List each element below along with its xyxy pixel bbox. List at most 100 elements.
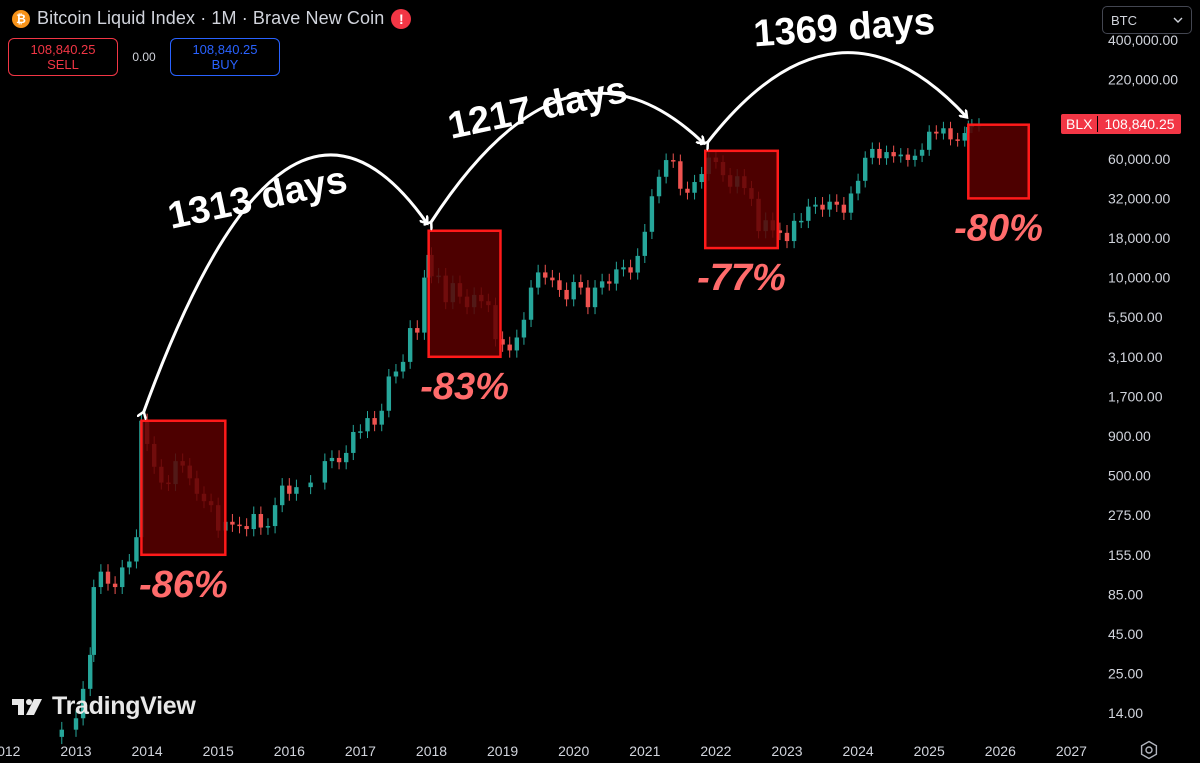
candle-body bbox=[336, 457, 342, 463]
y-tick-label: 85.00 bbox=[1108, 586, 1143, 602]
candle-body bbox=[251, 514, 256, 530]
chart-title: Bitcoin Liquid Index · 1M · Brave New Co… bbox=[37, 8, 385, 28]
candle-body bbox=[699, 174, 704, 183]
buy-price: 108,840.25 bbox=[192, 42, 258, 57]
candle-body bbox=[685, 188, 690, 193]
candle-body bbox=[912, 155, 918, 160]
drawdown-boxes-layer: -86% -83% -77% -80% bbox=[139, 123, 1043, 606]
candle-body bbox=[98, 571, 104, 588]
candle-body bbox=[941, 128, 946, 134]
y-tick-label: 25.00 bbox=[1108, 666, 1143, 682]
candle-body bbox=[870, 148, 875, 158]
candle-body bbox=[351, 431, 356, 453]
x-tick-label: 2013 bbox=[60, 743, 91, 759]
candle-body bbox=[820, 204, 825, 210]
candle-body bbox=[244, 526, 249, 530]
candle-body bbox=[365, 418, 370, 432]
candle-body bbox=[905, 154, 911, 160]
tradingview-logo[interactable]: TradingView bbox=[12, 692, 196, 721]
cycle-label-3: 1369 days bbox=[752, 1, 936, 56]
candle-body bbox=[607, 281, 612, 284]
y-tick-label: 45.00 bbox=[1108, 626, 1143, 642]
candle-body bbox=[678, 161, 683, 189]
y-tick-label: 220,000.00 bbox=[1108, 72, 1178, 88]
x-tick-label: 2017 bbox=[345, 743, 376, 759]
drawdown-box-3 bbox=[703, 149, 780, 250]
x-tick-label: 2019 bbox=[487, 743, 518, 759]
candle-body bbox=[59, 729, 64, 737]
x-tick-label: 2014 bbox=[132, 743, 163, 759]
x-tick-label: 2026 bbox=[985, 743, 1016, 759]
candle-body bbox=[400, 361, 406, 372]
candle-body bbox=[578, 282, 584, 288]
buy-label: BUY bbox=[211, 57, 239, 72]
candle-body bbox=[784, 232, 790, 242]
y-tick-label: 155.00 bbox=[1108, 547, 1151, 563]
candle-body bbox=[656, 176, 662, 197]
x-tick-label: 2016 bbox=[274, 743, 305, 759]
candle-body bbox=[557, 280, 562, 290]
sell-button[interactable]: 108,840.25 SELL bbox=[8, 38, 118, 76]
candle-body bbox=[834, 201, 839, 205]
candle-body bbox=[777, 230, 783, 233]
candle-body bbox=[279, 485, 285, 506]
price-axis[interactable]: 400,000.00220,000.00120,000.0060,000.003… bbox=[1108, 32, 1178, 721]
x-tick-label: 2022 bbox=[700, 743, 731, 759]
cycle-arrow-3 bbox=[707, 51, 966, 143]
candle-body bbox=[948, 128, 953, 140]
y-tick-label: 500.00 bbox=[1108, 468, 1151, 484]
symbol-select[interactable]: BTC bbox=[1102, 6, 1192, 34]
candle-body bbox=[329, 457, 335, 462]
candle-body bbox=[543, 272, 548, 278]
x-tick-label: 2021 bbox=[629, 743, 660, 759]
drawdown-label-2: -83% bbox=[420, 366, 509, 408]
candle-body bbox=[521, 319, 527, 338]
candle-body bbox=[827, 201, 832, 210]
chevron-down-icon bbox=[1173, 17, 1183, 23]
candle-body bbox=[287, 485, 292, 494]
candle-body bbox=[592, 287, 598, 308]
drawdown-label-1: -86% bbox=[139, 564, 228, 606]
cycle-label-1: 1313 days bbox=[164, 159, 350, 238]
last-price-tag: BLX 108,840.25 bbox=[1061, 114, 1181, 134]
candle-body bbox=[642, 231, 647, 256]
last-price-symbol: BLX bbox=[1061, 116, 1099, 132]
tradingview-logo-icon bbox=[12, 698, 42, 715]
last-price-value: 108,840.25 bbox=[1104, 116, 1175, 132]
candle-body bbox=[635, 255, 640, 273]
candle-body bbox=[386, 376, 392, 411]
candle-body bbox=[649, 196, 655, 232]
candle-body bbox=[379, 410, 384, 425]
symbol-select-value: BTC bbox=[1111, 12, 1137, 28]
bitcoin-icon: ₿ bbox=[12, 9, 30, 28]
candle-body bbox=[799, 220, 804, 223]
candle-body bbox=[127, 561, 132, 568]
candle-body bbox=[393, 371, 399, 377]
drawdown-box-2 bbox=[427, 229, 502, 359]
candle-body bbox=[80, 688, 86, 719]
candle-body bbox=[358, 431, 363, 433]
drawdown-label-3: -77% bbox=[697, 257, 786, 299]
trade-panel: 108,840.25 SELL 0.00 108,840.25 BUY bbox=[8, 38, 280, 76]
candle-body bbox=[898, 154, 903, 157]
drawdown-label-4: -80% bbox=[954, 207, 1043, 249]
candle-body bbox=[230, 521, 235, 525]
drawdown-box-4 bbox=[967, 123, 1030, 200]
candle-body bbox=[308, 482, 313, 488]
candle-body bbox=[791, 220, 797, 242]
alert-icon[interactable]: ! bbox=[391, 8, 412, 29]
candle-body bbox=[120, 567, 125, 588]
logo-text: TradingView bbox=[52, 692, 196, 720]
buy-button[interactable]: 108,840.25 BUY bbox=[170, 38, 280, 76]
candle-body bbox=[112, 583, 118, 588]
candle-body bbox=[621, 267, 626, 270]
sell-label: SELL bbox=[47, 57, 79, 72]
candle-body bbox=[372, 418, 377, 425]
candle-body bbox=[105, 571, 111, 584]
time-axis[interactable]: 2012 2013 2014 2015 2016 2017 2018 2019 2020 2021… bbox=[0, 743, 1087, 759]
candle-body bbox=[265, 526, 271, 528]
x-tick-label: 2025 bbox=[914, 743, 945, 759]
x-tick-label: 2012 bbox=[0, 743, 21, 759]
gear-icon[interactable] bbox=[1139, 740, 1159, 760]
